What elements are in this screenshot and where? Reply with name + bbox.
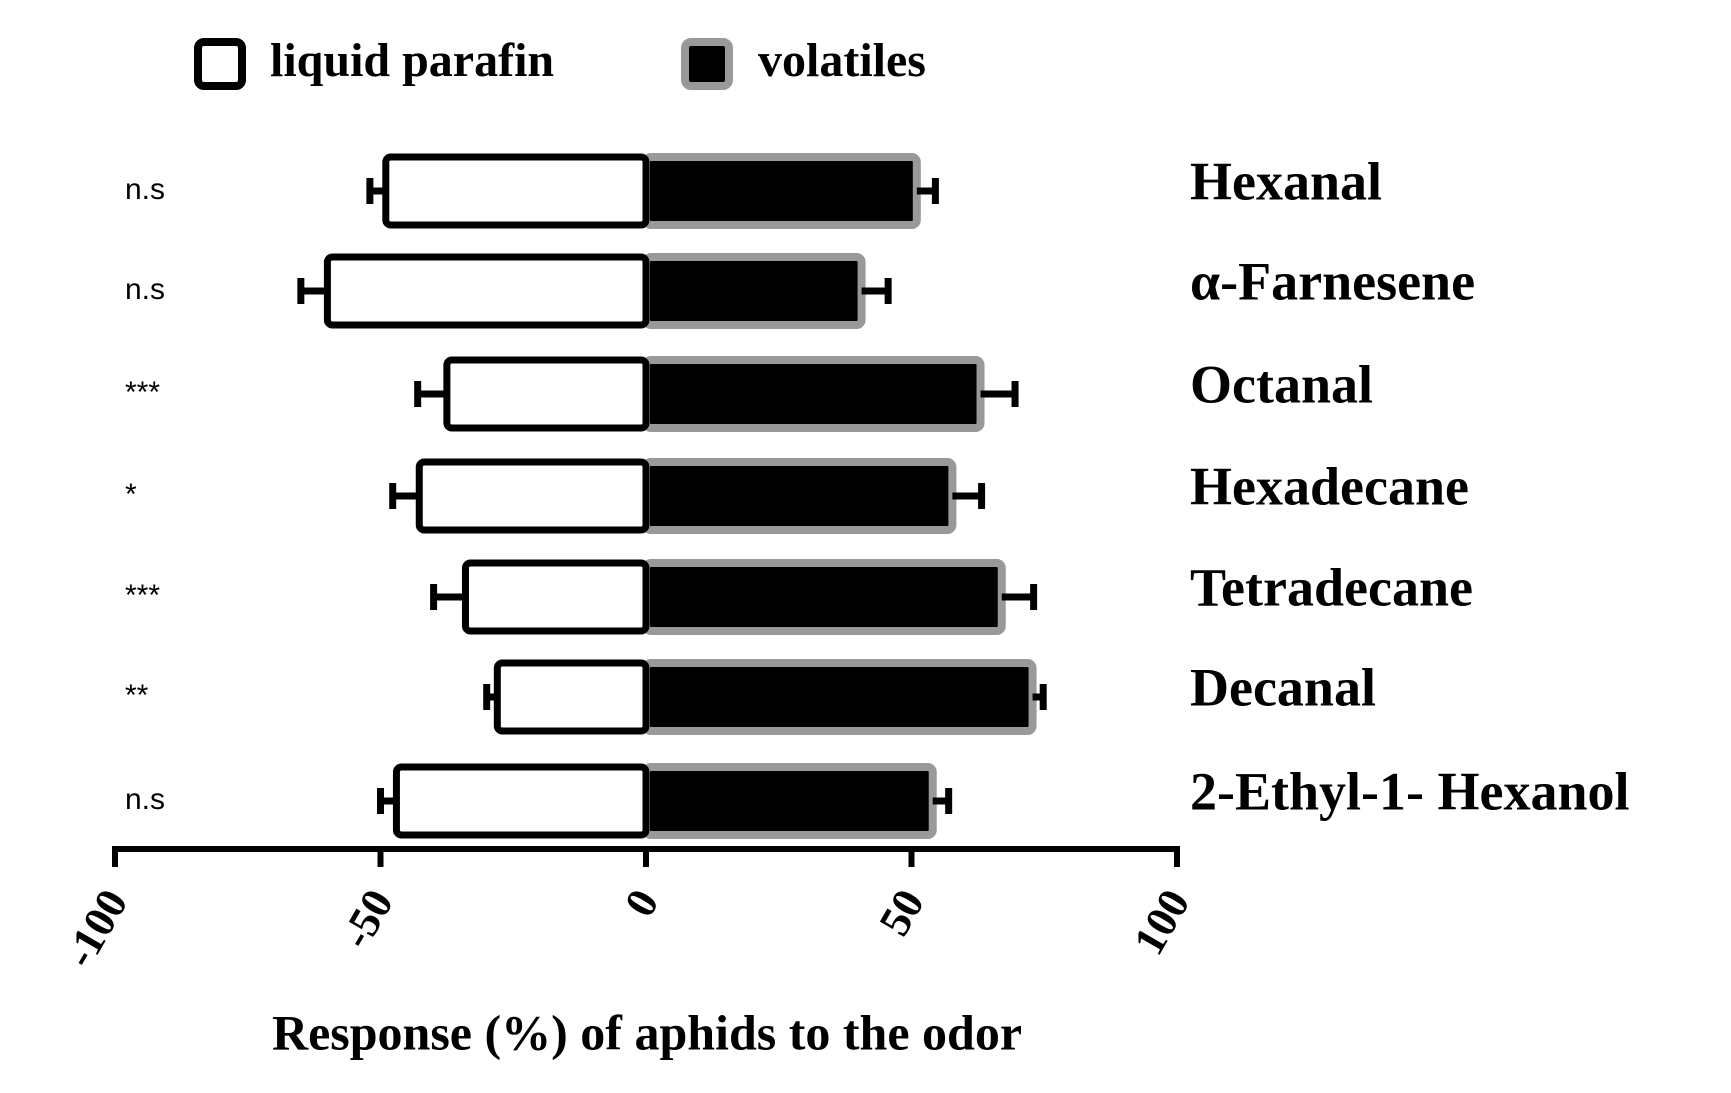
- bar: [642, 356, 985, 432]
- legend-label: liquid parafin: [270, 34, 554, 87]
- significance-label: ***: [125, 376, 160, 409]
- legend-swatch: [194, 38, 246, 90]
- bar: [642, 559, 1006, 635]
- bar: [642, 763, 937, 839]
- legend-label: volatiles: [758, 34, 926, 87]
- bar: [382, 153, 650, 229]
- bar: [443, 356, 650, 432]
- bar: [461, 559, 650, 635]
- category-label: 2-Ethyl-1- Hexanol: [1190, 761, 1630, 821]
- x-axis-label: Response (%) of aphids to the odor: [272, 1004, 1022, 1060]
- x-tick-label: -50: [331, 881, 403, 956]
- significance-label: **: [125, 679, 149, 712]
- bar: [323, 253, 650, 329]
- bar: [642, 458, 957, 534]
- category-label: Tetradecane: [1190, 557, 1473, 617]
- bar: [392, 763, 650, 839]
- legend-swatch: [681, 38, 733, 90]
- bar: [493, 659, 650, 735]
- category-label: α-Farnesene: [1190, 251, 1475, 311]
- x-tick-label: 0: [615, 881, 668, 925]
- category-label: Octanal: [1190, 354, 1373, 414]
- x-tick-label: -100: [55, 881, 138, 975]
- significance-label: n.s: [125, 173, 165, 206]
- bar: [642, 659, 1037, 735]
- category-label: Hexadecane: [1190, 456, 1469, 516]
- x-tick-label: 50: [869, 881, 933, 944]
- bar: [642, 253, 866, 329]
- category-label: Decanal: [1190, 657, 1376, 717]
- bar: [415, 458, 650, 534]
- bar: [642, 153, 921, 229]
- significance-label: n.s: [125, 273, 165, 306]
- significance-label: n.s: [125, 783, 165, 816]
- significance-label: *: [125, 478, 137, 511]
- x-tick-label: 100: [1124, 881, 1199, 963]
- category-label: Hexanal: [1190, 151, 1382, 211]
- significance-label: ***: [125, 579, 160, 612]
